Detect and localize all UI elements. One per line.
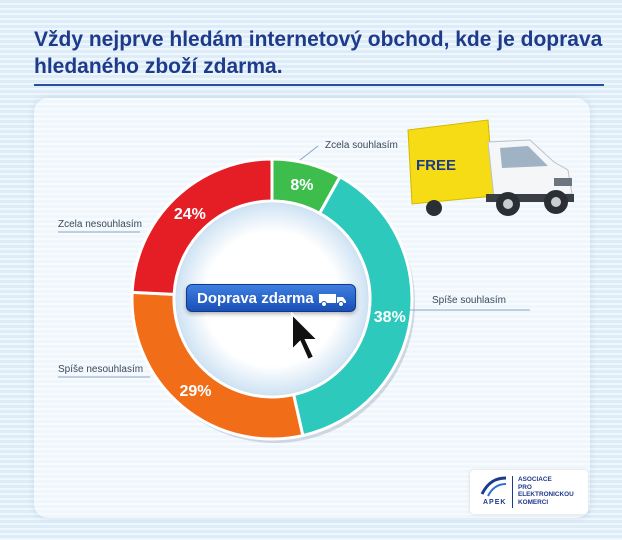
truck-free-label: FREE xyxy=(416,157,456,174)
slice-value-label: 24% xyxy=(174,206,206,223)
category-label: Spíše souhlasím xyxy=(432,295,506,306)
donut-slice xyxy=(130,290,305,441)
apek-logo-name: APEK xyxy=(483,499,507,506)
apek-logo: APEK ASOCIACE PRO ELEKTRONICKOU KOMERCI xyxy=(470,470,588,514)
category-label: Zcela nesouhlasím xyxy=(58,219,142,230)
category-label: Zcela souhlasím xyxy=(325,140,398,151)
donut-slice xyxy=(291,174,414,438)
apek-logo-text: ASOCIACE PRO ELEKTRONICKOU KOMERCI xyxy=(518,476,574,506)
apek-logo-divider xyxy=(512,476,513,508)
category-label: Spíše nesouhlasím xyxy=(58,364,143,375)
truck-icon xyxy=(319,294,346,307)
slice-value-label: 29% xyxy=(179,383,211,400)
donut-slice xyxy=(130,157,274,296)
free-shipping-button[interactable]: Doprava zdarma xyxy=(186,284,356,312)
page-title: Vždy nejprve hledám internetový obchod, … xyxy=(34,28,603,78)
slice-value-label: 8% xyxy=(290,177,313,194)
callout-line xyxy=(299,145,319,161)
apek-logo-mark xyxy=(480,476,507,497)
slice-value-label: 38% xyxy=(374,309,406,326)
title-divider xyxy=(34,84,604,86)
delivery-truck-icon: FREE xyxy=(407,119,574,216)
mouse-pointer-icon xyxy=(291,312,321,362)
free-shipping-button-label: Doprava zdarma xyxy=(197,290,314,307)
